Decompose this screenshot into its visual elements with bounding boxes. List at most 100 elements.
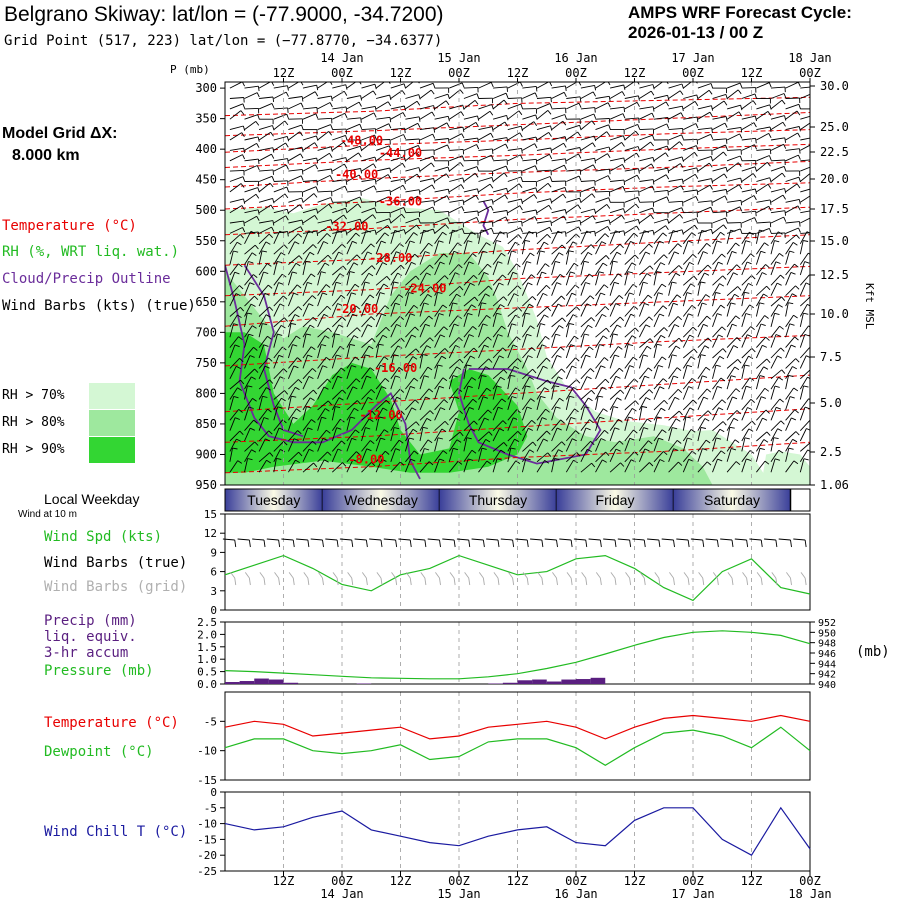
- wind-barb-flag: [414, 326, 419, 331]
- wind-barb-flag: [447, 116, 450, 122]
- wind-barb-staff: [595, 226, 608, 234]
- wind-barb-flag: [518, 110, 523, 116]
- wind-barb-flag: [587, 252, 593, 256]
- wind-barb-flag: [311, 419, 316, 423]
- wind-barb-flag: [486, 387, 492, 392]
- wind-barb-flag: [481, 302, 487, 305]
- wind-barb-flag: [415, 275, 420, 280]
- wind-barb-staff: [434, 93, 449, 99]
- wind-barb-flag: [798, 104, 801, 110]
- wind-barb-staff: [653, 313, 660, 328]
- wind-barb-staff: [331, 389, 343, 400]
- wind-barb-staff: [609, 135, 624, 141]
- wind-barb-flag: [705, 294, 711, 298]
- wind-barb-staff: [244, 274, 254, 286]
- wind-barb-flag: [583, 260, 589, 263]
- wind-barb-flag: [632, 356, 638, 361]
- wind-barb-staff: [551, 334, 556, 348]
- wind-barb-staff: [244, 215, 257, 224]
- wind-barb-flag: [781, 99, 786, 105]
- wind-barb-flag: [295, 335, 301, 340]
- wind-barb-true: [731, 539, 734, 548]
- wind-barb-staff: [448, 251, 455, 265]
- wind-barb-flag: [283, 441, 288, 446]
- wind-barb-staff: [229, 285, 240, 297]
- wind-barb-flag: [602, 459, 607, 463]
- wind-barb-flag: [633, 429, 638, 434]
- wind-barb-flag: [482, 250, 488, 254]
- wind-barb-staff: [536, 408, 546, 421]
- wind-barb-staff: [551, 449, 559, 463]
- wind-barb-staff: [492, 407, 499, 421]
- wind-barb-staff: [302, 106, 317, 110]
- wind-barb-staff: [302, 230, 317, 234]
- wind-barb-staff: [536, 396, 542, 411]
- wind-barb-staff: [668, 316, 679, 328]
- wind-barb-true: [775, 539, 778, 548]
- wind-barb-flag: [256, 92, 260, 98]
- wind-barb-staff: [566, 96, 581, 99]
- wind-barb-flag: [747, 407, 753, 410]
- wind-barb-staff: [668, 83, 683, 89]
- wind-barb-staff: [493, 86, 508, 89]
- wind-barb-staff: [273, 303, 281, 317]
- wind-barb-staff: [682, 262, 690, 276]
- wind-barb-flag: [681, 134, 684, 140]
- wind-barb-flag: [631, 335, 637, 339]
- wind-barb-flag: [433, 105, 436, 111]
- wind-barb-flag: [516, 336, 521, 341]
- wind-barb-staff: [390, 127, 405, 131]
- wind-barb-flag: [351, 437, 357, 441]
- wind-barb-flag: [473, 347, 478, 352]
- windchill-panel-tick-label: -20: [197, 849, 217, 862]
- wind-barb-true: [424, 539, 427, 548]
- wind-barb-staff: [507, 409, 518, 421]
- wind-barb-staff: [799, 385, 805, 400]
- wind-barb-flag: [554, 385, 560, 388]
- wind-barb-flag: [531, 274, 536, 279]
- wind-barb-flag: [695, 123, 699, 129]
- wind-barb-staff: [756, 177, 770, 182]
- wind-barb-staff: [565, 459, 574, 473]
- wind-barb-grid: [595, 572, 601, 579]
- wind-barb-staff: [390, 178, 405, 182]
- wind-barb-staff: [259, 220, 273, 224]
- wind-barb-staff: [697, 302, 703, 317]
- wind-barb-staff: [273, 390, 285, 400]
- wind-barb-staff: [332, 90, 345, 99]
- wind-barb-flag: [692, 399, 698, 404]
- wind-barb-flag: [754, 116, 757, 122]
- wind-barb-flag: [792, 242, 798, 246]
- wind-barb-flag: [765, 264, 770, 269]
- wind-barb-flag: [345, 135, 348, 141]
- wind-barb-staff: [390, 418, 399, 431]
- wind-barb-flag: [399, 461, 405, 466]
- wind-barb-flag: [564, 209, 567, 215]
- wind-barb-flag: [414, 399, 420, 404]
- wind-barb-staff: [390, 461, 401, 473]
- wind-barb-flag: [269, 182, 274, 188]
- wind-barb-flag: [651, 185, 655, 191]
- wind-barb-staff: [229, 357, 240, 369]
- wind-barb-flag: [576, 452, 581, 457]
- wind-barb-staff: [683, 275, 695, 286]
- wind-barb-staff: [405, 421, 417, 432]
- wind-barb-flag: [411, 334, 417, 338]
- wind-barb-staff: [375, 254, 387, 265]
- wind-barb-staff: [507, 272, 514, 286]
- wind-barb-flag: [689, 407, 695, 411]
- wind-barb-staff: [390, 294, 400, 307]
- height-tick-label: 2.5: [820, 445, 842, 459]
- wind-barb-staff: [697, 264, 709, 276]
- wind-barb-staff: [361, 418, 370, 431]
- wind-barb-grid: [478, 572, 484, 579]
- wind-barb-flag: [718, 407, 724, 411]
- wind-barb-staff: [770, 210, 785, 214]
- wind-barb-staff: [229, 293, 237, 307]
- wind-barb-staff: [565, 452, 578, 463]
- wind-barb-staff: [712, 313, 718, 328]
- wind-barb-flag: [395, 448, 401, 451]
- wind-barb-flag: [545, 408, 550, 413]
- wind-barb-flag: [355, 232, 360, 237]
- wind-barb-staff: [668, 375, 674, 390]
